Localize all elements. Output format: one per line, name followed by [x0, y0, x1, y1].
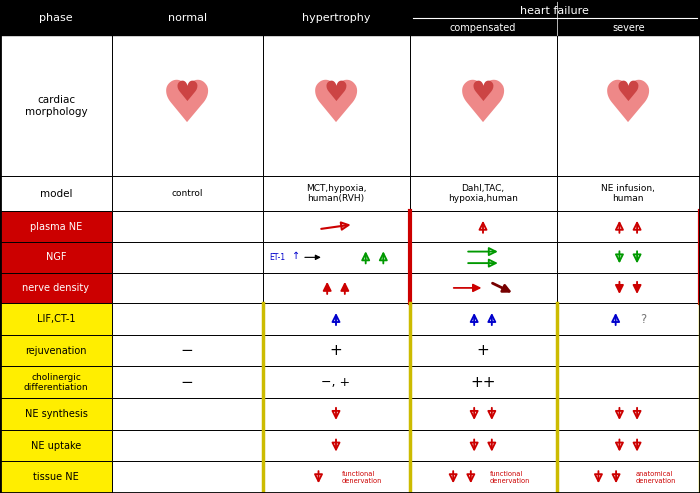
Text: plasma NE: plasma NE: [30, 222, 82, 232]
Bar: [556, 242, 700, 273]
Bar: [112, 366, 262, 398]
Text: NE infusion,
human: NE infusion, human: [601, 184, 655, 204]
Text: LIF,CT-1: LIF,CT-1: [36, 314, 76, 324]
Bar: [262, 398, 410, 430]
Bar: [556, 176, 700, 211]
Bar: [0, 176, 112, 211]
Text: −: −: [181, 375, 194, 390]
Bar: [262, 335, 410, 366]
Text: tissue NE: tissue NE: [33, 472, 79, 482]
Bar: [556, 303, 700, 335]
Bar: [262, 242, 410, 273]
Text: NE uptake: NE uptake: [31, 441, 81, 451]
Bar: [410, 35, 556, 176]
Bar: [262, 273, 410, 303]
Text: phase: phase: [39, 13, 73, 23]
Text: ♥: ♥: [457, 77, 509, 134]
Bar: [262, 461, 410, 493]
Text: cardiac
morphology: cardiac morphology: [25, 95, 88, 116]
Bar: [0, 0, 700, 35]
Text: ♥: ♥: [602, 77, 654, 134]
Bar: [556, 211, 700, 242]
Bar: [410, 303, 556, 335]
Text: −: −: [181, 343, 194, 358]
Bar: [262, 35, 410, 176]
Text: control: control: [172, 189, 203, 198]
Text: hypertrophy: hypertrophy: [302, 13, 370, 23]
Text: ♥: ♥: [310, 77, 362, 134]
Text: functional
denervation: functional denervation: [342, 471, 382, 484]
Bar: [112, 398, 262, 430]
Bar: [0, 35, 112, 176]
Text: ♥: ♥: [616, 79, 640, 107]
Bar: [0, 211, 112, 242]
Text: ?: ?: [640, 313, 647, 325]
Text: ↑: ↑: [292, 251, 300, 261]
Text: NE synthesis: NE synthesis: [25, 409, 88, 419]
Bar: [112, 242, 262, 273]
Bar: [112, 430, 262, 461]
Text: compensated: compensated: [450, 23, 516, 33]
Bar: [0, 335, 112, 366]
Bar: [262, 303, 410, 335]
Text: severe: severe: [612, 23, 645, 33]
Text: MCT,hypoxia,
human(RVH): MCT,hypoxia, human(RVH): [306, 184, 366, 204]
Bar: [262, 211, 410, 242]
Bar: [112, 461, 262, 493]
Text: nerve density: nerve density: [22, 283, 90, 293]
Text: ♥: ♥: [175, 79, 199, 107]
Bar: [410, 461, 556, 493]
Bar: [410, 430, 556, 461]
Bar: [556, 273, 700, 303]
Text: heart failure: heart failure: [520, 5, 589, 16]
Bar: [112, 303, 262, 335]
Bar: [112, 211, 262, 242]
Text: cholinergic
differentiation: cholinergic differentiation: [24, 373, 88, 392]
Text: ♥: ♥: [470, 79, 496, 107]
Text: NGF: NGF: [46, 252, 66, 262]
Text: ET-1: ET-1: [270, 253, 286, 262]
Text: model: model: [40, 189, 72, 199]
Bar: [0, 242, 112, 273]
Bar: [0, 430, 112, 461]
Bar: [410, 335, 556, 366]
Bar: [112, 335, 262, 366]
Bar: [0, 366, 112, 398]
Bar: [410, 176, 556, 211]
Bar: [556, 398, 700, 430]
Bar: [556, 461, 700, 493]
Bar: [112, 273, 262, 303]
Bar: [112, 35, 262, 176]
Bar: [262, 430, 410, 461]
Bar: [0, 303, 112, 335]
Text: +: +: [477, 343, 489, 358]
Bar: [0, 461, 112, 493]
Bar: [262, 366, 410, 398]
Text: ♥: ♥: [323, 79, 349, 107]
Bar: [262, 176, 410, 211]
Text: functional
denervation: functional denervation: [490, 471, 531, 484]
Bar: [410, 398, 556, 430]
Bar: [410, 273, 556, 303]
Bar: [410, 242, 556, 273]
Bar: [556, 35, 700, 176]
Bar: [0, 273, 112, 303]
Bar: [410, 211, 556, 242]
Text: ++: ++: [470, 375, 496, 390]
Text: Dahl,TAC,
hypoxia,human: Dahl,TAC, hypoxia,human: [448, 184, 518, 204]
Text: anatomical
denervation: anatomical denervation: [636, 471, 676, 484]
Bar: [556, 366, 700, 398]
Text: rejuvenation: rejuvenation: [25, 346, 87, 355]
Bar: [112, 176, 262, 211]
Bar: [410, 366, 556, 398]
Bar: [0, 398, 112, 430]
Text: ♥: ♥: [161, 77, 214, 134]
Bar: [556, 335, 700, 366]
Text: normal: normal: [168, 13, 206, 23]
Bar: [556, 430, 700, 461]
Text: +: +: [330, 343, 342, 358]
Text: −, +: −, +: [321, 376, 351, 389]
